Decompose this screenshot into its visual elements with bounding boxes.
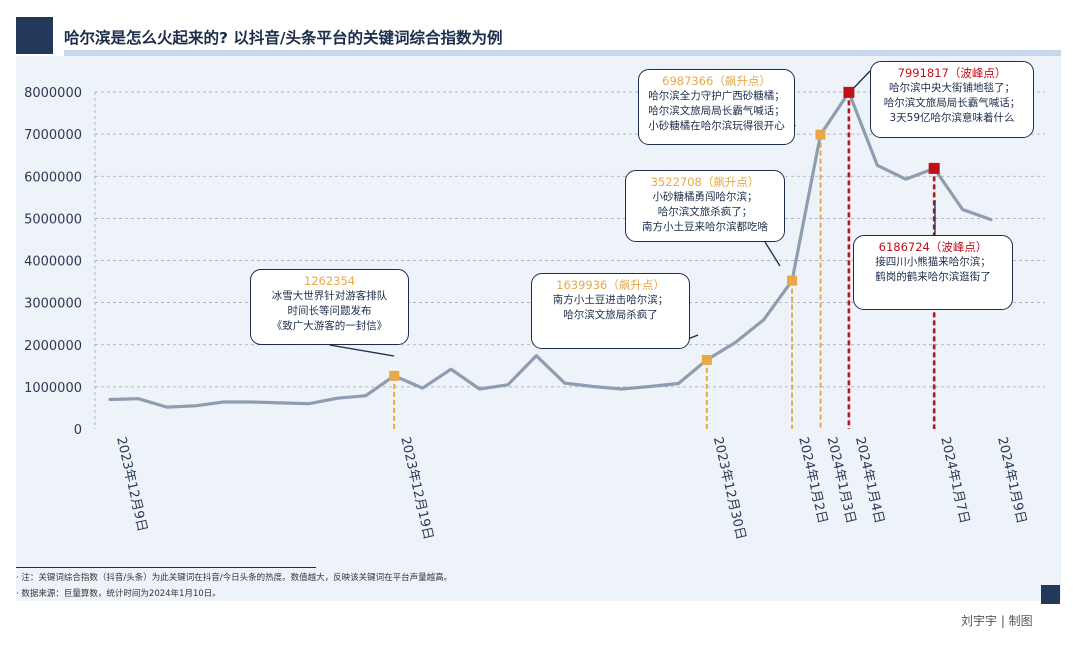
footnote-definition: · 注：关键词综合指数（抖音/头条）为此关键词在抖音/今日头条的热度。数值越大，… xyxy=(16,573,453,583)
callout-text: 冰雪大世界针对游客排队 xyxy=(271,290,388,302)
title-underline xyxy=(64,50,1061,56)
annotation-callout: 1639936（飙升点） 南方小土豆进击哈尔滨； 哈尔滨文旅局杀疯了 xyxy=(531,273,690,349)
annotation-callout: 7991817（波峰点） 哈尔滨中央大街铺地毯了； 哈尔滨文旅局局长霸气喊话； 3天5… xyxy=(870,61,1034,138)
callout-text: 鹤岗的鹤来哈尔滨逛街了 xyxy=(875,271,991,283)
x-tick-label: 2024年1月3日 xyxy=(824,436,859,526)
y-axis-ticks: 0 1000000 2000000 3000000 4000000 5000000 6000… xyxy=(24,86,82,438)
callout-value: 6186724（波峰点） xyxy=(878,240,988,254)
callout-value: 7991817（波峰点） xyxy=(897,66,1007,80)
callout-text: 时间长等问题发布 xyxy=(287,305,372,317)
peak-marker xyxy=(928,162,940,174)
x-tick-label: 2024年1月4日 xyxy=(852,436,887,526)
page-title: 哈尔滨是怎么火起来的? 以抖音/头条平台的关键词综合指数为例 xyxy=(64,29,503,47)
annotation-callout: 6186724（波峰点） 接四川小熊猫来哈尔滨； 鹤岗的鹤来哈尔滨逛街了 xyxy=(853,235,1013,310)
callout-text: 南方小土豆来哈尔滨都吃啥 xyxy=(642,221,768,233)
peak-marker xyxy=(843,86,855,98)
rise-marker xyxy=(389,370,400,381)
footnote-source: · 数据来源：巨量算数，统计时间为2024年1月10日。 xyxy=(16,589,221,599)
callout-leader xyxy=(764,241,781,267)
author-credit: 刘宇宇 | 制图 xyxy=(961,614,1033,628)
callout-text: 接四川小熊猫来哈尔滨； xyxy=(875,256,991,268)
y-tick-label: 1000000 xyxy=(24,381,82,396)
series-line xyxy=(108,90,993,409)
callout-text: 哈尔滨文旅局杀疯了 xyxy=(563,309,658,321)
x-tick-label: 2023年12月19日 xyxy=(397,436,435,542)
callout-text: 哈尔滨文旅杀疯了； xyxy=(657,206,753,218)
callout-leader xyxy=(329,344,395,357)
rise-marker xyxy=(815,129,826,140)
callout-text: 3天59亿哈尔滨意味着什么 xyxy=(889,112,1015,124)
callout-value: 3522708（飙升点） xyxy=(650,175,760,189)
callout-value: 1262354 xyxy=(303,274,356,288)
callout-text: 哈尔滨中央大街铺地毯了； xyxy=(889,82,1015,94)
callout-text: 哈尔滨全力守护广西砂糖橘； xyxy=(648,90,785,102)
y-tick-label: 5000000 xyxy=(24,212,82,227)
callout-text: 小砂糖橘勇闯哈尔滨； xyxy=(652,191,758,203)
series-line-path xyxy=(108,90,993,409)
callout-text: 小砂糖橘在哈尔滨玩得很开心 xyxy=(648,120,785,132)
annotation-callout: 6987366（飙升点） 哈尔滨全力守护广西砂糖橘； 哈尔滨文旅局局长霸气喊话； 小砂… xyxy=(638,69,795,145)
x-tick-label: 2024年1月2日 xyxy=(795,436,830,526)
y-tick-label: 4000000 xyxy=(24,255,82,270)
y-tick-label: 0 xyxy=(74,423,82,438)
x-tick-label: 2024年1月7日 xyxy=(937,436,972,526)
y-tick-label: 6000000 xyxy=(24,170,82,185)
callout-text: 南方小土豆进击哈尔滨； xyxy=(552,294,669,306)
callout-text: 《致广大游客的一封信》 xyxy=(271,320,388,332)
x-tick-label: 2023年12月30日 xyxy=(710,436,748,542)
callout-text: 哈尔滨文旅局局长霸气喊话； xyxy=(883,97,1021,109)
y-tick-label: 8000000 xyxy=(24,86,82,101)
notes-divider xyxy=(16,567,316,568)
x-tick-label: 2024年1月9日 xyxy=(994,436,1029,526)
drop-lines xyxy=(393,92,936,429)
callout-value: 1639936（飙升点） xyxy=(556,278,665,292)
footer-square xyxy=(1041,585,1060,604)
annotation-callout: 3522708（飙升点） 小砂糖橘勇闯哈尔滨； 哈尔滨文旅杀疯了； 南方小土豆来哈尔滨… xyxy=(625,170,785,242)
rise-marker xyxy=(787,275,798,286)
x-axis-ticks: 2023年12月9日 2023年12月19日 2023年12月30日 2024年1月2… xyxy=(113,436,1029,542)
rise-marker xyxy=(701,354,712,365)
x-tick-label: 2023年12月9日 xyxy=(113,436,149,534)
callout-text: 哈尔滨文旅局局长霸气喊话； xyxy=(648,105,785,117)
header-square xyxy=(16,17,53,54)
annotation-callout: 1262354 冰雪大世界针对游客排队 时间长等问题发布《致广大游客的一封信》 xyxy=(250,269,409,345)
y-tick-label: 2000000 xyxy=(24,339,82,354)
markers xyxy=(389,86,940,381)
callout-value: 6987366（飙升点） xyxy=(662,74,771,88)
y-tick-label: 3000000 xyxy=(24,297,82,312)
y-tick-label: 7000000 xyxy=(24,128,82,143)
